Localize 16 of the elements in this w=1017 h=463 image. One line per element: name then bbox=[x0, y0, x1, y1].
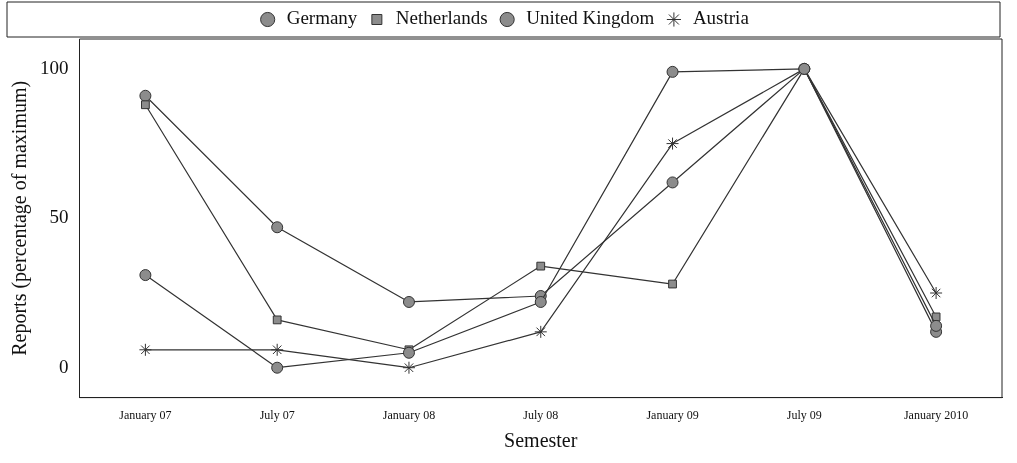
x-tick-label: July 07 bbox=[259, 407, 295, 422]
y-tick-label: 0 bbox=[59, 355, 69, 377]
legend-label: Netherlands bbox=[395, 7, 488, 29]
legend-label: Austria bbox=[692, 7, 750, 29]
x-tick-label: January 08 bbox=[382, 407, 436, 422]
x-tick-label: January 07 bbox=[119, 407, 172, 422]
y-tick-label: 100 bbox=[40, 56, 69, 78]
legend-label: Germany bbox=[286, 7, 358, 29]
x-tick-label: January 09 bbox=[646, 407, 699, 422]
x-tick-label: July 08 bbox=[523, 407, 559, 422]
x-tick-label: January 2010 bbox=[903, 407, 969, 422]
legend-label: United Kingdom bbox=[526, 7, 655, 29]
x-axis-title: Semester bbox=[504, 429, 578, 452]
x-tick-label: July 09 bbox=[786, 407, 822, 422]
y-axis-title: Reports (percentage of maximum) bbox=[8, 80, 32, 356]
y-tick-label: 50 bbox=[49, 206, 69, 228]
